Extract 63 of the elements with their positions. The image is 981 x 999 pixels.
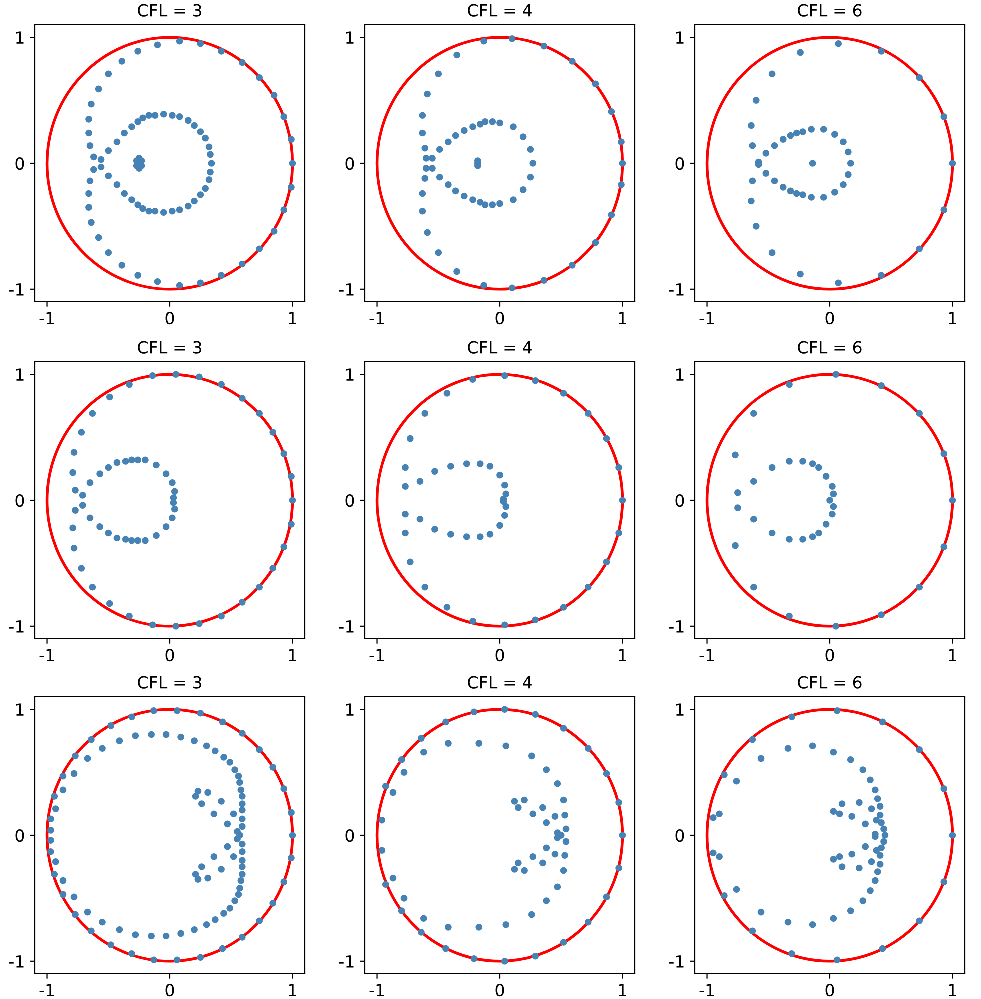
y-tick-label: 0	[346, 829, 354, 842]
chart-title: CFL = 6	[798, 341, 862, 354]
y-tick-label: -1	[669, 284, 684, 296]
x-tick-label: -1	[700, 312, 714, 324]
x-tick-label: 1	[949, 649, 956, 662]
x-tick-label: 1	[289, 312, 296, 324]
y-tick-label: 0	[16, 829, 24, 842]
x-tick-label: 1	[619, 312, 626, 324]
y-tick-label: -1	[339, 620, 354, 633]
y-tick-label: 1	[676, 704, 684, 716]
y-tick-label: 1	[346, 32, 354, 44]
chart-title: CFL = 4	[468, 341, 532, 354]
y-tick-label: 0	[346, 494, 354, 508]
y-tick-label: 0	[676, 829, 684, 842]
y-tick-label: -1	[9, 284, 24, 296]
y-tick-label: 1	[676, 368, 684, 381]
y-tick-label: -1	[669, 956, 684, 968]
x-tick-label: 0	[826, 649, 834, 662]
x-tick-label: -1	[700, 984, 714, 996]
x-tick-label: -1	[370, 984, 384, 996]
x-tick-label: 1	[289, 649, 296, 662]
y-tick-label: -1	[339, 284, 354, 296]
chart-title: CFL = 6	[798, 4, 862, 17]
x-tick-label: 0	[496, 649, 504, 662]
x-tick-label: -1	[40, 312, 54, 324]
x-tick-label: 0	[166, 312, 174, 325]
y-tick-label: 0	[346, 157, 354, 170]
x-tick-label: 1	[619, 649, 626, 662]
x-tick-label: -1	[370, 312, 384, 324]
x-tick-label: 1	[289, 984, 296, 996]
y-tick-label: 0	[676, 157, 684, 170]
x-tick-label: 0	[496, 984, 504, 997]
y-tick-label: 1	[16, 32, 24, 44]
y-tick-label: -1	[9, 620, 24, 633]
y-tick-label: -1	[669, 620, 684, 633]
x-tick-label: 1	[949, 984, 956, 996]
y-tick-label: 0	[16, 157, 24, 170]
chart-title: CFL = 4	[468, 4, 532, 17]
y-tick-label: 1	[346, 704, 354, 716]
chart-title: CFL = 3	[138, 341, 202, 354]
x-tick-label: 0	[166, 984, 174, 997]
y-tick-label: 0	[676, 494, 684, 508]
chart-title: CFL = 3	[138, 676, 202, 689]
y-tick-label: 1	[346, 368, 354, 381]
x-tick-label: 1	[619, 984, 626, 996]
chart-title: CFL = 3	[138, 4, 202, 17]
x-tick-label: 0	[826, 984, 834, 997]
y-tick-label: 1	[676, 32, 684, 44]
x-tick-label: -1	[40, 984, 54, 996]
y-tick-label: 0	[16, 494, 24, 508]
x-tick-label: 0	[166, 649, 174, 662]
x-tick-label: 0	[496, 312, 504, 325]
y-tick-label: -1	[9, 956, 24, 968]
x-tick-label: -1	[40, 649, 54, 662]
chart-title: CFL = 6	[798, 676, 862, 689]
x-tick-label: -1	[370, 649, 384, 662]
y-tick-label: 1	[16, 704, 24, 716]
y-tick-label: 1	[16, 368, 24, 381]
x-tick-label: -1	[700, 649, 714, 662]
chart-title: CFL = 4	[468, 676, 532, 689]
x-tick-label: 1	[949, 312, 956, 324]
x-tick-label: 0	[826, 312, 834, 325]
y-tick-label: -1	[339, 956, 354, 968]
